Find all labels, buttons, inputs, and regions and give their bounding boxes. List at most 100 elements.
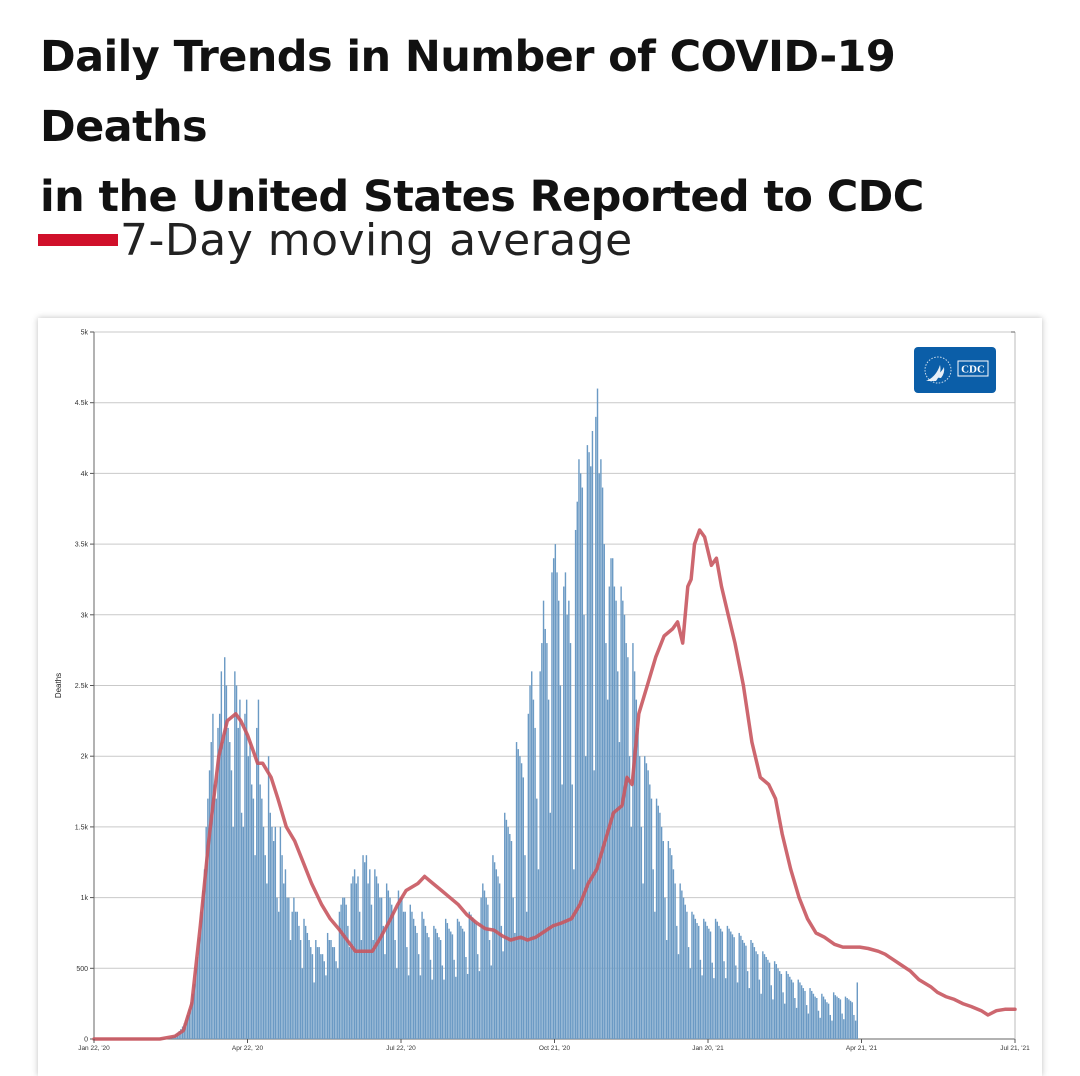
bar: [642, 883, 644, 1039]
bar: [191, 993, 194, 1039]
bar: [554, 544, 557, 1039]
bar: [849, 1000, 852, 1039]
bar: [583, 614, 585, 1039]
bar: [411, 911, 413, 1039]
bar: [294, 911, 297, 1039]
bar: [289, 940, 292, 1039]
bar: [284, 869, 287, 1039]
bar: [304, 925, 307, 1039]
bar: [730, 931, 732, 1039]
bar: [210, 742, 212, 1039]
bar: [379, 897, 381, 1039]
bar: [387, 890, 390, 1039]
bar: [212, 713, 214, 1039]
y-tick-label: 500: [76, 966, 88, 973]
bar: [834, 995, 837, 1039]
bar: [519, 756, 521, 1039]
bar: [288, 897, 290, 1039]
bar: [342, 897, 344, 1039]
bar: [760, 993, 762, 1039]
y-tick-label: 3k: [81, 612, 89, 619]
bar: [190, 1002, 192, 1039]
bar: [252, 798, 255, 1039]
x-tick-label: Jan 20, '21: [692, 1045, 724, 1052]
bar: [426, 932, 428, 1039]
bar: [391, 904, 393, 1039]
bar: [509, 833, 511, 1039]
bar: [240, 812, 243, 1039]
bar: [338, 911, 341, 1039]
bar: [694, 918, 697, 1039]
bar: [627, 657, 629, 1039]
bar: [185, 1019, 187, 1039]
bar: [524, 855, 526, 1039]
bar: [610, 558, 612, 1039]
bar: [748, 988, 751, 1039]
bar: [568, 600, 570, 1039]
bar: [431, 979, 433, 1039]
bar: [402, 911, 405, 1039]
bar: [424, 925, 427, 1039]
bar: [237, 727, 239, 1039]
bar: [218, 713, 221, 1039]
bar: [205, 826, 207, 1039]
bar: [478, 971, 481, 1039]
bar: [745, 945, 747, 1039]
bar: [257, 699, 260, 1039]
bar: [591, 430, 594, 1040]
bar: [208, 770, 211, 1039]
bar: [507, 826, 509, 1039]
bar: [423, 918, 425, 1039]
bar: [763, 954, 766, 1039]
bar: [829, 1014, 832, 1039]
bar: [350, 883, 352, 1039]
bar: [369, 869, 371, 1039]
bar: [463, 931, 465, 1039]
bar: [230, 770, 233, 1039]
chart-title: Daily Trends in Number of COVID-19 Death…: [40, 22, 1050, 232]
bar: [778, 971, 781, 1039]
bar: [841, 1013, 843, 1039]
bar: [514, 932, 516, 1039]
bar: [790, 979, 793, 1039]
bar: [647, 770, 649, 1039]
bar: [439, 940, 442, 1039]
bar: [298, 925, 300, 1039]
bar: [407, 975, 410, 1039]
bar: [485, 897, 487, 1039]
bar: [375, 876, 378, 1039]
bar: [505, 819, 508, 1039]
y-tick-label: 0: [84, 1037, 88, 1044]
bar: [770, 985, 772, 1039]
bar: [488, 940, 491, 1039]
bar: [569, 643, 572, 1039]
bar: [686, 911, 688, 1039]
bar: [227, 727, 229, 1039]
bar: [468, 911, 471, 1039]
bar: [316, 947, 319, 1039]
bar: [757, 954, 759, 1039]
bar: [515, 742, 518, 1039]
bar: [856, 982, 858, 1039]
bar: [276, 897, 278, 1039]
bar: [525, 911, 528, 1039]
bar: [534, 727, 536, 1039]
chart-legend: 7-Day moving average: [38, 210, 633, 270]
bar: [789, 976, 791, 1039]
bar: [768, 962, 771, 1039]
bar: [687, 947, 690, 1039]
bar: [497, 876, 499, 1039]
bar: [838, 997, 840, 1039]
bar: [267, 756, 270, 1039]
bar: [382, 925, 384, 1039]
bar: [244, 713, 246, 1039]
bar: [750, 940, 752, 1039]
bar: [215, 798, 218, 1039]
bar: [632, 643, 634, 1039]
bar: [527, 713, 530, 1039]
bar: [799, 982, 801, 1039]
bar: [434, 928, 437, 1039]
chart-title-line-2: in the United States Reported to CDC: [40, 172, 924, 222]
bar: [684, 904, 686, 1039]
bar: [644, 756, 646, 1039]
